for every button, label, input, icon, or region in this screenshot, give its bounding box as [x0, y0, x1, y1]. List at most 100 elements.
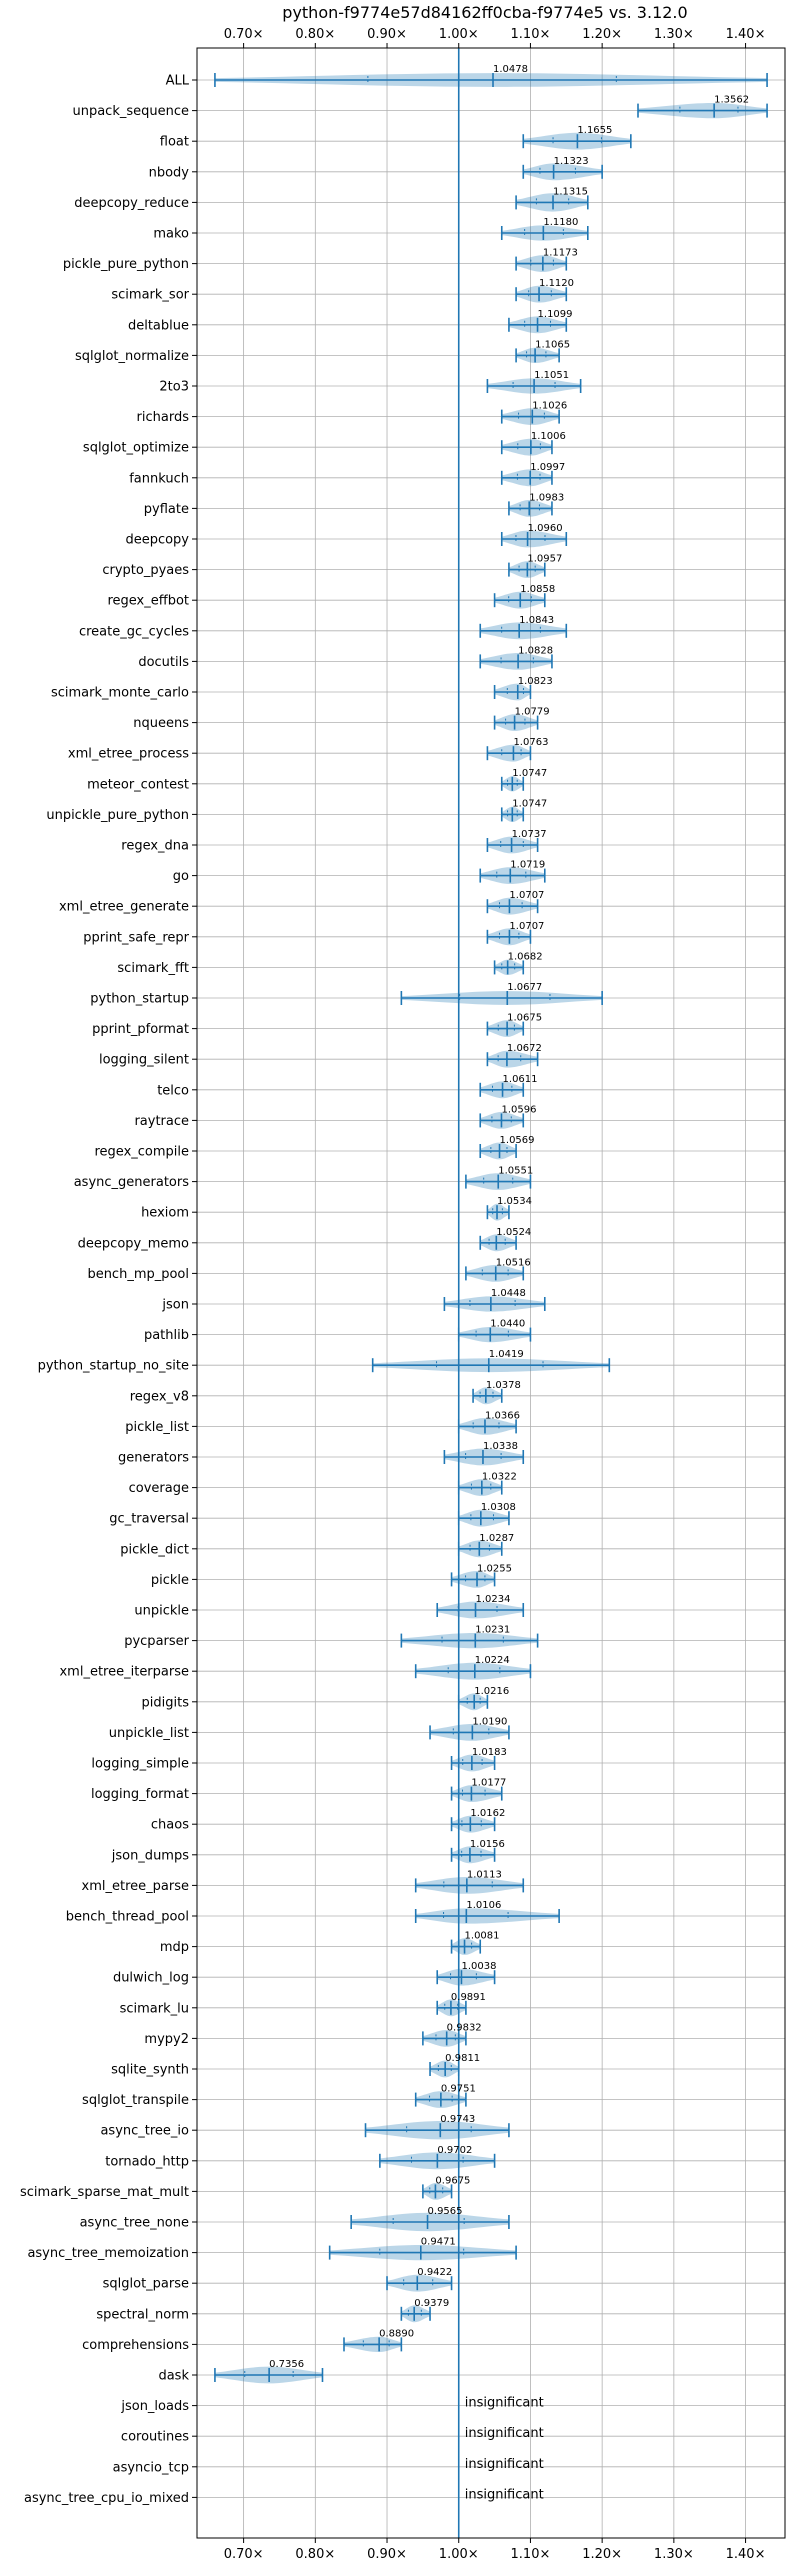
value-label: 1.0677	[507, 982, 542, 993]
value-label: 0.9702	[437, 2145, 472, 2156]
benchmark-label: go	[173, 869, 189, 884]
benchmark-label: pyflate	[144, 502, 189, 517]
x-tick-label-bottom: 1.00×	[439, 2547, 479, 2562]
value-label: 0.7356	[269, 2359, 304, 2370]
benchmark-label: raytrace	[134, 1114, 189, 1129]
benchmark-label: sqlglot_transpile	[82, 2093, 189, 2108]
x-tick-label-top: 0.90×	[367, 27, 407, 42]
value-label: 0.9811	[445, 2053, 480, 2064]
benchmark-label: regex_dna	[121, 839, 189, 854]
benchmark-label: async_tree_none	[80, 2216, 189, 2231]
x-tick-label-bottom: 1.10×	[511, 2547, 551, 2562]
value-label: 1.1006	[531, 431, 566, 442]
value-label: 0.9891	[451, 1992, 486, 2003]
value-label: 1.0177	[471, 1778, 506, 1789]
value-label: 1.0611	[503, 1074, 538, 1085]
value-label: 0.9471	[421, 2237, 456, 2248]
benchmark-label: regex_compile	[94, 1145, 189, 1160]
value-label: 1.0338	[483, 1441, 518, 1452]
benchmark-label: pickle_list	[125, 1420, 189, 1435]
value-label: 1.0308	[481, 1502, 516, 1513]
benchmark-label: create_gc_cycles	[79, 624, 189, 639]
benchmark-label: ALL	[166, 74, 190, 89]
benchmark-label: comprehensions	[82, 2338, 189, 2353]
benchmark-label: coverage	[129, 1481, 189, 1496]
value-label: 0.9379	[414, 2298, 449, 2309]
value-label: 1.0957	[527, 554, 562, 565]
value-label: 1.0183	[472, 1747, 507, 1758]
benchmark-label: json_dumps	[111, 1848, 189, 1863]
benchmark-label: logging_simple	[91, 1757, 189, 1772]
value-label: 1.0448	[491, 1288, 526, 1299]
value-label: 1.0190	[472, 1716, 507, 1727]
value-label: 1.0534	[497, 1196, 532, 1207]
benchmark-label: dulwich_log	[113, 1971, 189, 1986]
benchmark-label: crypto_pyaes	[102, 563, 189, 578]
benchmark-label: sqlite_synth	[111, 2063, 189, 2078]
benchmark-label: pickle	[151, 1573, 189, 1588]
value-label: 1.1051	[534, 370, 569, 381]
benchmark-label: gc_traversal	[109, 1512, 189, 1527]
benchmark-label: coroutines	[121, 2430, 189, 2445]
value-label: 1.0524	[496, 1227, 531, 1238]
value-label: 1.1065	[535, 339, 570, 350]
value-label: 1.0707	[509, 921, 544, 932]
value-label: 1.0156	[470, 1839, 505, 1850]
value-label: 1.0779	[515, 707, 550, 718]
benchmark-label: xml_etree_iterparse	[59, 1665, 189, 1680]
value-label: 1.0234	[476, 1594, 511, 1605]
value-label: 1.0287	[479, 1533, 514, 1544]
value-label: 1.1173	[543, 248, 578, 259]
benchmark-label: async_tree_cpu_io_mixed	[24, 2491, 189, 2506]
benchmark-label: deepcopy_memo	[78, 1236, 189, 1251]
value-label: 1.0440	[490, 1319, 525, 1330]
grid-lines	[197, 48, 785, 2538]
value-label: 1.0516	[496, 1257, 531, 1268]
x-tick-label-top: 1.10×	[511, 27, 551, 42]
benchmark-label: pathlib	[144, 1328, 189, 1343]
value-label: 1.0843	[519, 615, 554, 626]
x-tick-label-top: 0.80×	[295, 27, 335, 42]
benchmark-label: sqlglot_normalize	[75, 349, 189, 364]
value-label: 1.0747	[512, 768, 547, 779]
value-label: 1.0224	[475, 1655, 510, 1666]
benchmark-label: mypy2	[144, 2032, 189, 2047]
benchmark-label: pickle_dict	[120, 1542, 189, 1557]
benchmark-label: logging_silent	[99, 1053, 189, 1068]
benchmark-label: async_generators	[74, 1175, 190, 1190]
value-label: 1.1323	[554, 156, 589, 167]
x-tick-label-bottom: 0.90×	[367, 2547, 407, 2562]
value-label: 1.0763	[513, 737, 548, 748]
value-label: 1.1315	[553, 186, 588, 197]
x-tick-label-bottom: 0.80×	[295, 2547, 335, 2562]
benchmark-label: unpickle_pure_python	[46, 808, 189, 823]
benchmark-label: 2to3	[159, 380, 189, 395]
benchmark-label: bench_mp_pool	[87, 1267, 189, 1282]
benchmark-label: scimark_fft	[117, 961, 189, 976]
insignificant-label: insignificant	[465, 2487, 544, 2502]
benchmark-label: deepcopy	[125, 533, 189, 548]
value-labels: 1.0478 1.3562 1.1655 1.1323 1.1315 1.1180 1.11…	[269, 64, 749, 2502]
value-label: 1.0378	[486, 1380, 521, 1391]
benchmark-label: pidigits	[142, 1695, 190, 1710]
benchmark-label: xml_etree_process	[68, 747, 189, 762]
x-axis: 0.70× 0.70× 0.80× 0.80× 0.90× 0.90× 1.00× 1.00×…	[192, 27, 765, 2562]
benchmark-label: unpickle	[134, 1604, 189, 1619]
benchmark-label: spectral_norm	[96, 2307, 189, 2322]
benchmark-label: mdp	[160, 1940, 189, 1955]
benchmark-label: json_loads	[120, 2399, 189, 2414]
value-label: 1.1180	[543, 217, 578, 228]
benchmark-label: regex_v8	[130, 1389, 189, 1404]
plot-frame	[196, 47, 786, 2539]
benchmark-label: docutils	[138, 655, 189, 670]
value-label: 1.0997	[530, 462, 565, 473]
benchmark-label: logging_format	[91, 1787, 189, 1802]
benchmark-label: deepcopy_reduce	[74, 196, 189, 211]
value-label: 1.0113	[467, 1869, 502, 1880]
value-label: 0.8890	[379, 2328, 414, 2339]
benchmark-label: deltablue	[128, 318, 189, 333]
value-label: 1.0478	[493, 64, 528, 75]
value-label: 1.0255	[477, 1563, 512, 1574]
